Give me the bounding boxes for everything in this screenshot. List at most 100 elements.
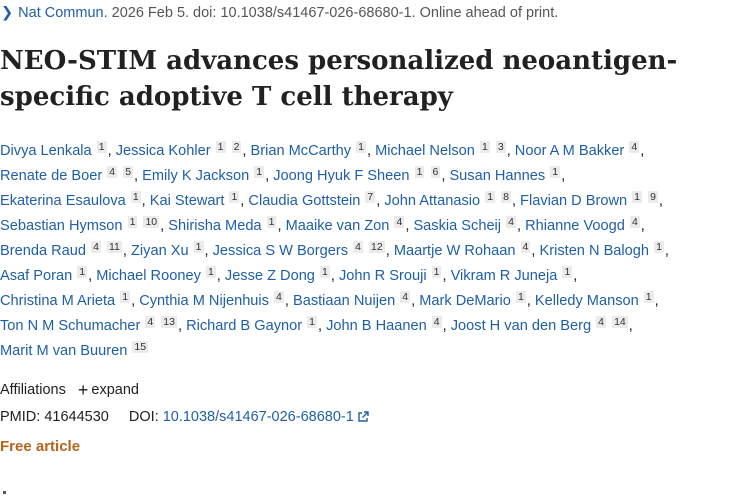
affiliation-number[interactable]: 1 <box>229 191 240 203</box>
author-link[interactable]: Brenda Raud <box>0 243 87 259</box>
affiliation-number[interactable]: 12 <box>369 241 385 253</box>
doi-link[interactable]: 10.1038/s41467-026-68680-1 <box>163 409 369 425</box>
author-link[interactable]: Marit M van Buuren <box>0 343 128 359</box>
affiliation-number[interactable]: 4 <box>629 216 640 228</box>
author-link[interactable]: Susan Hannes <box>449 168 546 184</box>
author-link[interactable]: Michael Nelson <box>375 143 475 159</box>
affiliation-number[interactable]: 1 <box>307 316 317 328</box>
author-link[interactable]: Michael Rooney <box>96 268 201 284</box>
author-link[interactable]: Joost H van den Berg <box>450 318 592 334</box>
author-link[interactable]: Jesse Z Dong <box>224 268 315 284</box>
author-link[interactable]: Maartje W Rohaan <box>393 243 516 259</box>
author-separator: , <box>160 218 169 234</box>
author-link[interactable]: Joong Hyuk F Sheen <box>273 168 410 184</box>
author-link[interactable]: Bastiaan Nuijen <box>292 293 396 309</box>
author-link[interactable]: Saskia Scheij <box>413 218 502 234</box>
author-link[interactable]: Richard B Gaynor <box>186 318 303 334</box>
author-link[interactable]: Claudia Gottstein <box>248 193 361 209</box>
affiliation-number[interactable]: 1 <box>479 141 490 153</box>
author-link[interactable]: John Attanasio <box>384 193 481 209</box>
affiliation-number[interactable]: 15 <box>132 341 149 353</box>
author-link[interactable]: Kelledy Manson <box>534 293 639 309</box>
affiliation-number[interactable]: 4 <box>520 241 531 253</box>
affiliation-number[interactable]: 1 <box>205 266 216 278</box>
affiliation-number[interactable]: 1 <box>485 191 496 203</box>
affiliation-number[interactable]: 2 <box>231 141 242 153</box>
affiliation-number[interactable]: 4 <box>400 291 411 303</box>
author-separator: , <box>573 268 578 284</box>
affiliation-number[interactable]: 1 <box>356 141 366 153</box>
affiliation-number[interactable]: 1 <box>215 141 226 153</box>
author-link[interactable]: Ekaterina Esaulova <box>0 193 126 209</box>
affiliation-number[interactable]: 1 <box>120 291 131 303</box>
author-link[interactable]: Rhianne Voogd <box>525 218 625 234</box>
author-line: Divya Lenkala 1, Jessica Kohler 1 2, Bri… <box>0 139 745 164</box>
affiliation-number[interactable]: 1 <box>96 141 107 153</box>
author-link[interactable]: Divya Lenkala <box>0 143 92 159</box>
author-link[interactable]: John R Srouji <box>338 268 427 284</box>
author-link[interactable]: Ziyan Xu <box>131 243 189 259</box>
author-link[interactable]: Christina M Arieta <box>0 293 116 309</box>
affiliation-number[interactable]: 1 <box>266 216 277 228</box>
affiliation-number[interactable]: 1 <box>643 291 654 303</box>
journal-link[interactable]: Nat Commun. <box>18 5 108 21</box>
affiliation-number[interactable]: 4 <box>596 316 606 328</box>
author-link[interactable]: Jessica Kohler <box>115 143 211 159</box>
affiliation-number[interactable]: 8 <box>501 191 511 203</box>
affiliation-number[interactable]: 6 <box>430 166 441 178</box>
affiliation-number[interactable]: 1 <box>654 241 664 253</box>
author-link[interactable]: Flavian D Brown <box>520 193 628 209</box>
author-separator: , <box>511 193 521 209</box>
affiliation-number[interactable]: 1 <box>193 241 204 253</box>
affiliation-number[interactable]: 4 <box>91 241 101 253</box>
affiliation-number[interactable]: 4 <box>145 316 156 328</box>
author-link[interactable]: Kristen N Balogh <box>539 243 650 259</box>
affiliation-number[interactable]: 1 <box>515 291 526 303</box>
affiliation-number[interactable]: 7 <box>365 191 376 203</box>
affiliation-number[interactable]: 4 <box>274 291 284 303</box>
affiliation-number[interactable]: 3 <box>495 141 506 153</box>
affiliation-number[interactable]: 1 <box>130 191 141 203</box>
affiliation-number[interactable]: 1 <box>254 166 265 178</box>
affiliation-number[interactable]: 4 <box>107 166 118 178</box>
affiliation-number[interactable]: 4 <box>353 241 363 253</box>
affiliations-expand-button[interactable]: + expand <box>78 380 139 400</box>
author-link[interactable]: Renate de Boer <box>0 168 103 184</box>
affiliation-number[interactable]: 1 <box>320 266 330 278</box>
author-link[interactable]: Brian McCarthy <box>250 143 352 159</box>
author-link[interactable]: Cynthia M Nijenhuis <box>139 293 269 309</box>
author-link[interactable]: Emily K Jackson <box>142 168 250 184</box>
chevron-right-icon[interactable]: ❯ <box>1 5 14 21</box>
affiliation-number[interactable]: 14 <box>612 316 628 328</box>
affiliation-number[interactable]: 4 <box>506 216 516 228</box>
author-link[interactable]: Mark DeMario <box>419 293 511 309</box>
author-link[interactable]: Shirisha Meda <box>168 218 262 234</box>
author-link[interactable]: John B Haanen <box>326 318 427 334</box>
author-link[interactable]: Maaike van Zon <box>285 218 390 234</box>
affiliation-number[interactable]: 1 <box>431 266 442 278</box>
author-link[interactable]: Kai Stewart <box>149 193 225 209</box>
affiliation-number[interactable]: 1 <box>550 166 561 178</box>
affiliation-number[interactable]: 4 <box>431 316 442 328</box>
author-link[interactable]: Asaf Poran <box>0 268 73 284</box>
affiliation-number[interactable]: 9 <box>648 191 658 203</box>
affiliation-number[interactable]: 1 <box>414 166 425 178</box>
affiliation-number[interactable]: 1 <box>562 266 573 278</box>
affiliation-number[interactable]: 13 <box>161 316 177 328</box>
author-link[interactable]: Sebastian Hymson <box>0 218 123 234</box>
affiliation-number[interactable]: 4 <box>394 216 405 228</box>
affiliation-number[interactable]: 4 <box>629 141 640 153</box>
author-link[interactable]: Ton N M Schumacher <box>0 318 141 334</box>
affiliation-number[interactable]: 1 <box>127 216 138 228</box>
author-link[interactable]: Vikram R Juneja <box>450 268 558 284</box>
author-link[interactable]: Noor A M Bakker <box>514 143 625 159</box>
author-separator: , <box>561 168 566 184</box>
affiliation-number[interactable]: 11 <box>106 241 122 253</box>
author-separator: , <box>284 293 293 309</box>
affiliation-number[interactable]: 10 <box>143 216 160 228</box>
affiliation-number[interactable]: 1 <box>632 191 643 203</box>
author-link[interactable]: Jessica S W Borgers <box>212 243 349 259</box>
affiliation-number[interactable]: 1 <box>77 266 88 278</box>
author-separator: , <box>664 243 669 259</box>
affiliation-number[interactable]: 5 <box>123 166 134 178</box>
